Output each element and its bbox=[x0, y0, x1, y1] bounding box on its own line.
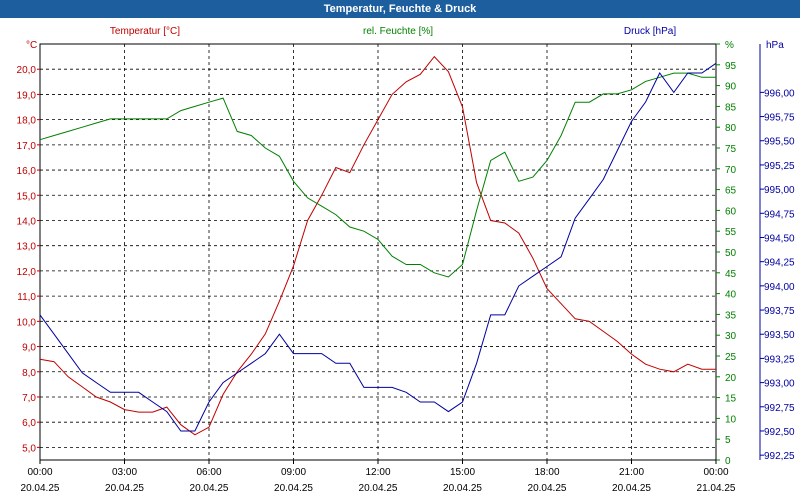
temperature-tick-label: 7,0 bbox=[22, 393, 36, 404]
humidity-tick-label: 90 bbox=[725, 82, 737, 93]
temperature-axis: 5,0 6,0 7,0 8,0 9,0 10,0 11,0 12,0 13,0 14,0 15,0 1… bbox=[17, 65, 40, 454]
x-tick-time: 15:00 bbox=[450, 467, 475, 478]
plot-area bbox=[39, 43, 717, 461]
x-tick-date: 20.04.25 bbox=[274, 483, 313, 494]
humidity-tick-label: 45 bbox=[725, 269, 737, 280]
temperature-tick-label: 20,0 bbox=[17, 65, 37, 76]
pressure-axis: 992,25 992,50 992,75 993,00 993,25 993,50 993,… bbox=[759, 44, 795, 462]
pressure-tick-label: 994,50 bbox=[764, 233, 795, 244]
pressure-tick-label: 993,00 bbox=[764, 379, 795, 390]
humidity-tick-label: 80 bbox=[725, 123, 737, 134]
temperature-tick-label: 14,0 bbox=[17, 216, 37, 227]
humidity-tick-label: 95 bbox=[725, 61, 737, 72]
humidity-line bbox=[39, 72, 716, 278]
series-layer bbox=[39, 55, 717, 436]
x-tick-time: 12:00 bbox=[365, 467, 390, 478]
legend-temperature: Temperatur [°C] bbox=[110, 26, 180, 37]
pressure-tick-label: 993,75 bbox=[764, 306, 795, 317]
pressure-tick-label: 994,25 bbox=[764, 258, 795, 269]
pressure-tick-label: 996,00 bbox=[764, 88, 795, 99]
x-tick-date: 20.04.25 bbox=[105, 483, 144, 494]
x-tick-time: 03:00 bbox=[112, 467, 137, 478]
x-tick-date: 20.04.25 bbox=[443, 483, 482, 494]
x-tick-date: 20.04.25 bbox=[359, 483, 398, 494]
x-tick-date: 20.04.25 bbox=[528, 483, 567, 494]
x-tick-date: 20.04.25 bbox=[190, 483, 229, 494]
pressure-tick-label: 995,75 bbox=[764, 113, 795, 124]
temperature-tick-label: 5,0 bbox=[22, 443, 36, 454]
pressure-tick-label: 994,75 bbox=[764, 209, 795, 220]
humidity-tick-label: 5 bbox=[725, 435, 731, 446]
pressure-tick-label: 994,00 bbox=[764, 282, 795, 293]
pressure-tick-label: 995,50 bbox=[764, 137, 795, 148]
x-tick-time: 00:00 bbox=[27, 467, 52, 478]
x-tick-time: 06:00 bbox=[196, 467, 221, 478]
temperature-tick-label: 17,0 bbox=[17, 141, 37, 152]
temperature-tick-label: 12,0 bbox=[17, 267, 37, 278]
humidity-tick-label: 10 bbox=[725, 414, 737, 425]
x-tick-time: 00:00 bbox=[703, 467, 728, 478]
humidity-tick-label: 40 bbox=[725, 290, 737, 301]
humidity-tick-label: 35 bbox=[725, 310, 737, 321]
temperature-tick-label: 10,0 bbox=[17, 317, 37, 328]
humidity-tick-label: 65 bbox=[725, 186, 737, 197]
humidity-tick-label: 75 bbox=[725, 144, 737, 155]
axis-unit-temperature: °C bbox=[26, 40, 37, 51]
x-tick-date: 20.04.25 bbox=[612, 483, 651, 494]
pressure-tick-label: 992,75 bbox=[764, 403, 795, 414]
temperature-tick-label: 11,0 bbox=[17, 292, 36, 303]
temperature-tick-label: 15,0 bbox=[17, 191, 37, 202]
time-axis: 00:00 20.04.25 03:00 20.04.25 06:00 20.04.25 0… bbox=[21, 460, 736, 494]
humidity-axis: 0 5 10 15 20 25 30 35 40 45 50 55 60 65 70 75 80 85 90 95% bbox=[716, 40, 737, 467]
humidity-tick-label: 55 bbox=[725, 227, 737, 238]
pressure-tick-label: 993,50 bbox=[764, 330, 795, 341]
pressure-tick-label: 995,00 bbox=[764, 185, 795, 196]
pressure-tick-label: 992,50 bbox=[764, 427, 795, 438]
humidity-tick-label: 20 bbox=[725, 373, 737, 384]
humidity-tick-label: % bbox=[725, 40, 734, 51]
humidity-tick-label: 85 bbox=[725, 102, 737, 113]
temperature-tick-label: 9,0 bbox=[22, 343, 36, 354]
temperature-tick-label: 8,0 bbox=[22, 368, 36, 379]
humidity-tick-label: 25 bbox=[725, 352, 737, 363]
temperature-tick-label: 19,0 bbox=[17, 90, 37, 101]
pressure-tick-label: 992,25 bbox=[764, 451, 795, 462]
x-tick-date: 20.04.25 bbox=[21, 483, 60, 494]
temperature-tick-label: 13,0 bbox=[17, 242, 37, 253]
humidity-tick-label: 15 bbox=[725, 394, 737, 405]
humidity-tick-label: 0 bbox=[725, 456, 731, 467]
temperature-line bbox=[39, 55, 716, 436]
chart-title: Temperatur, Feuchte & Druck bbox=[0, 0, 800, 18]
x-tick-date: 21.04.25 bbox=[697, 483, 736, 494]
legend-pressure: Druck [hPa] bbox=[624, 26, 676, 37]
humidity-tick-label: 50 bbox=[725, 248, 737, 259]
humidity-tick-label: 30 bbox=[725, 331, 737, 342]
pressure-tick-label: 995,25 bbox=[764, 161, 795, 172]
x-tick-time: 09:00 bbox=[281, 467, 306, 478]
temperature-tick-label: 6,0 bbox=[22, 418, 36, 429]
x-tick-time: 21:00 bbox=[619, 467, 644, 478]
humidity-tick-label: 70 bbox=[725, 165, 737, 176]
humidity-tick-label: 60 bbox=[725, 206, 737, 217]
pressure-tick-label: 993,25 bbox=[764, 354, 795, 365]
pressure-line bbox=[39, 62, 717, 432]
temperature-tick-label: 18,0 bbox=[17, 116, 37, 127]
x-tick-time: 18:00 bbox=[534, 467, 559, 478]
legend-humidity: rel. Feuchte [%] bbox=[363, 26, 433, 37]
temperature-tick-label: 16,0 bbox=[17, 166, 37, 177]
axis-unit-pressure: hPa bbox=[766, 40, 784, 51]
